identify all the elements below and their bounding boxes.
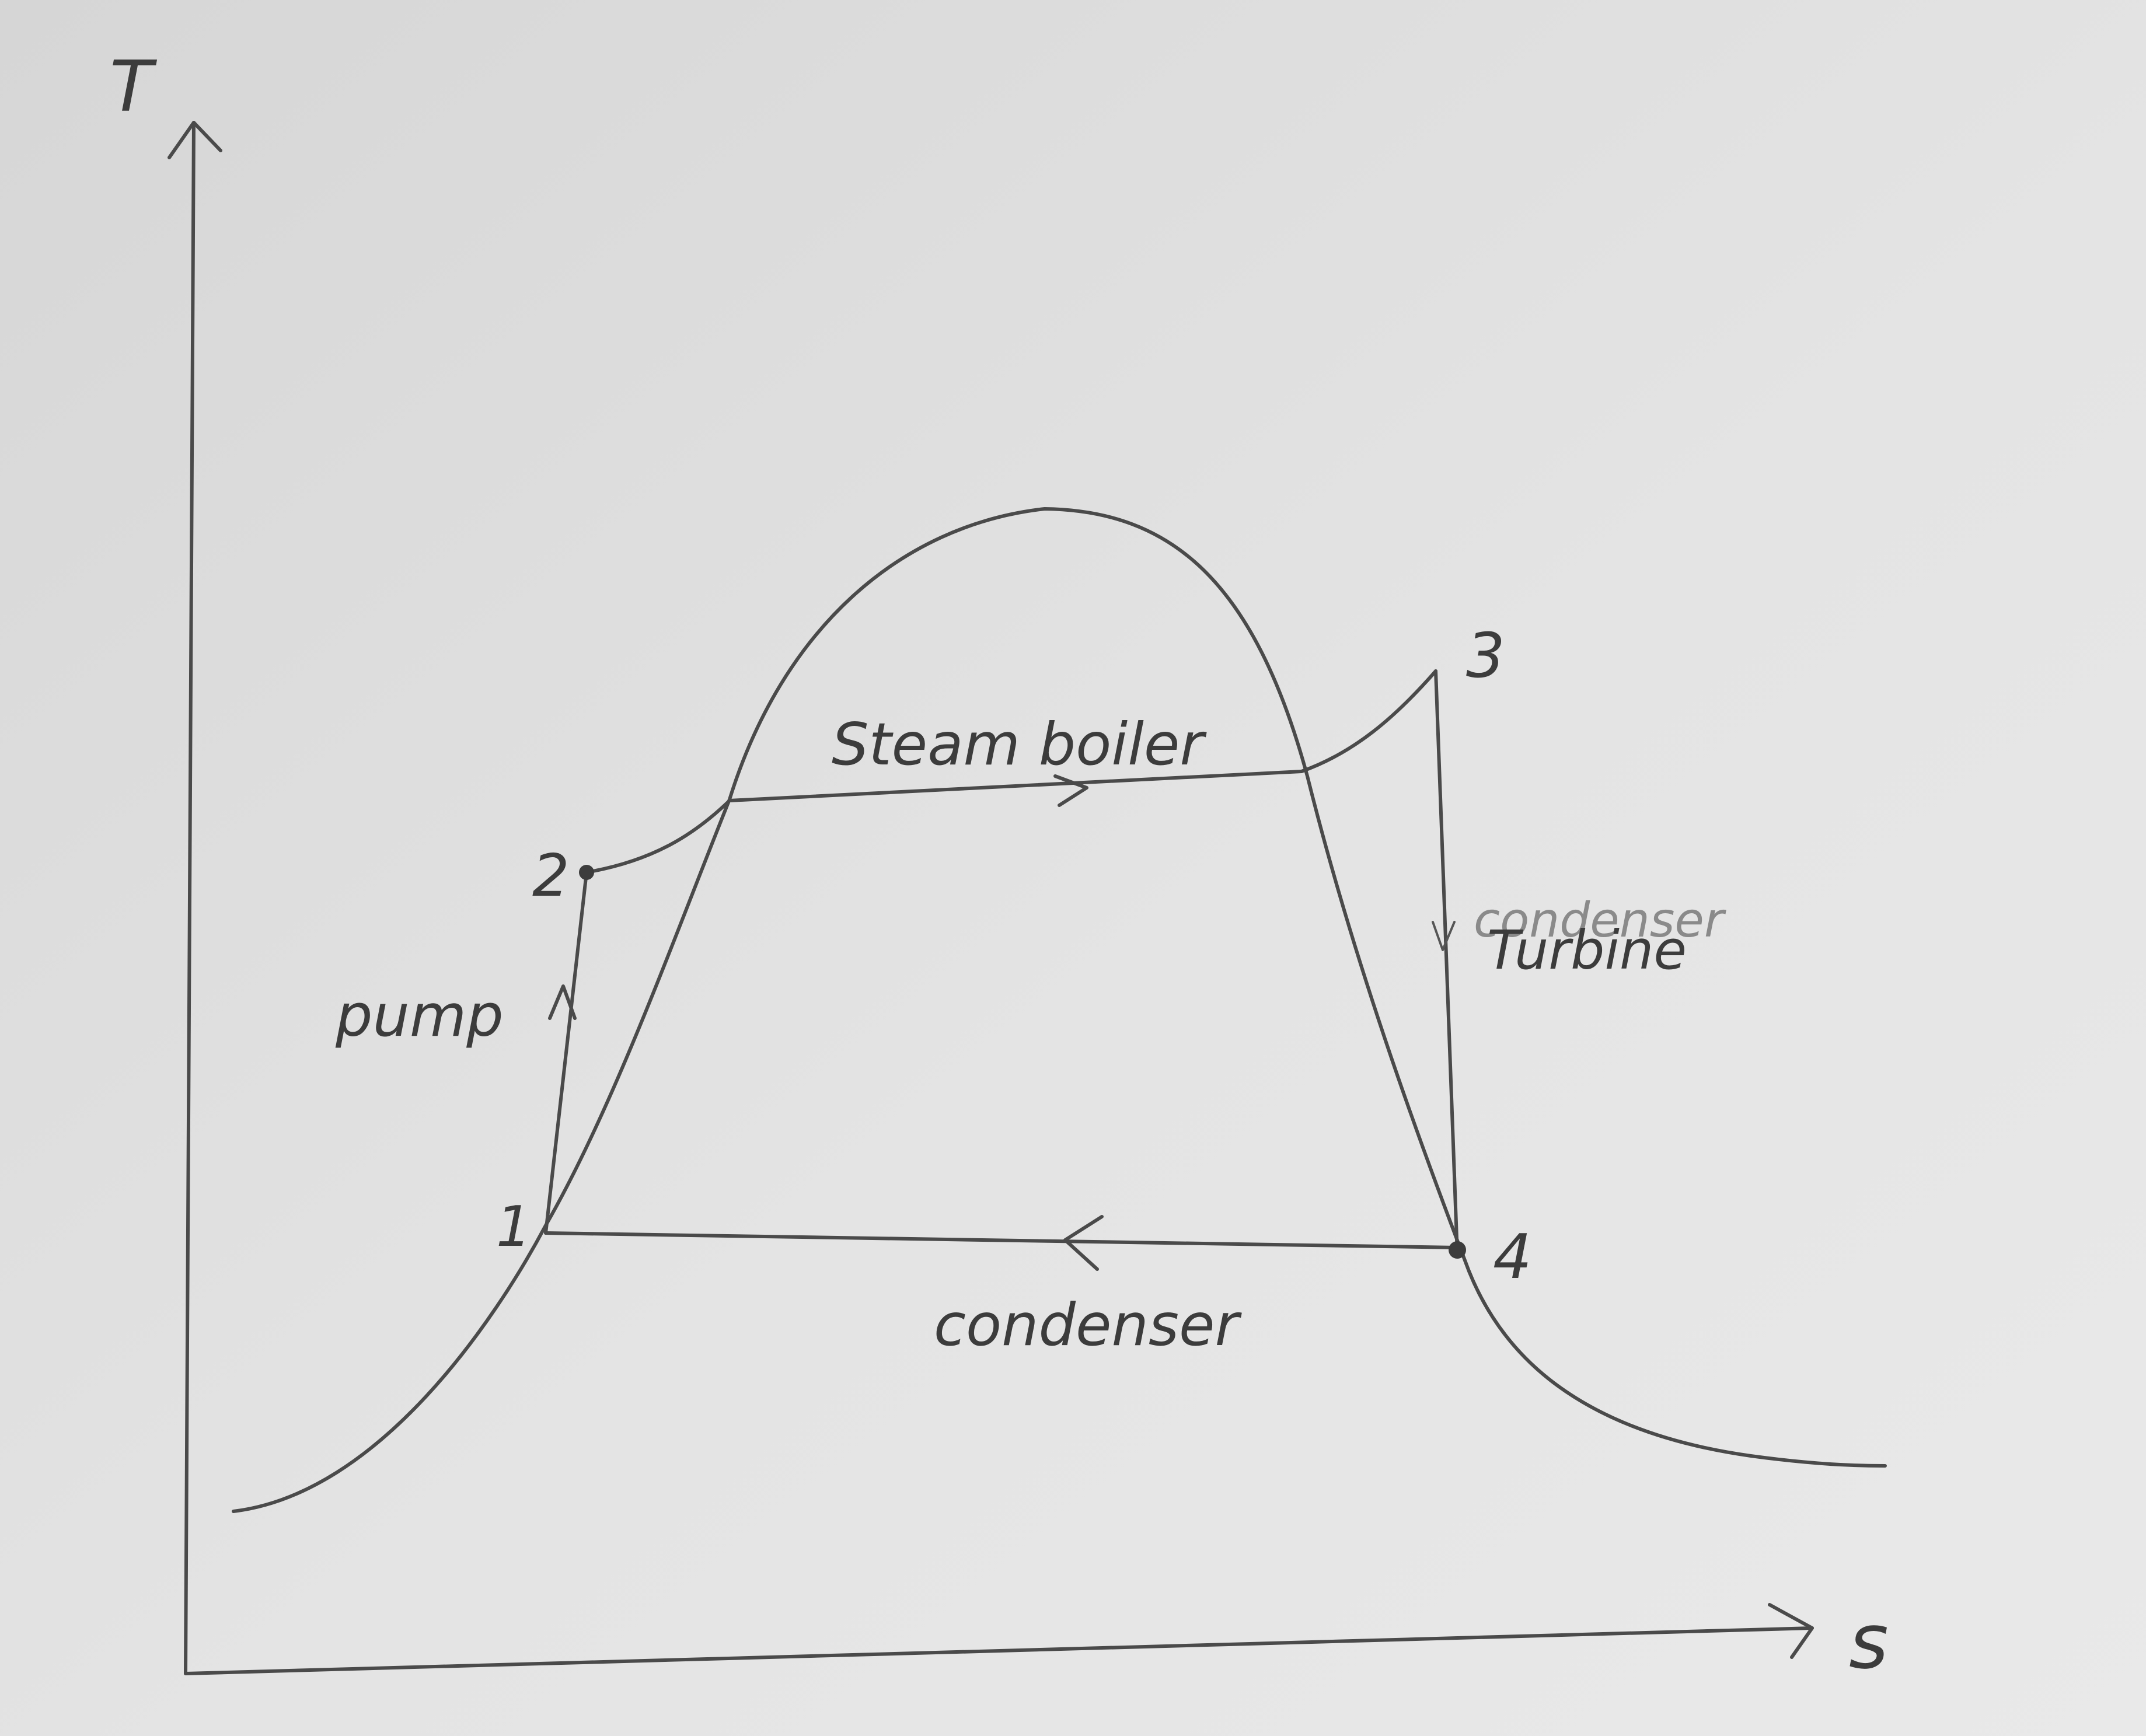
y-axis-label: T bbox=[110, 47, 158, 128]
pump-direction-arrow bbox=[548, 984, 577, 1020]
y-axis-line bbox=[184, 121, 196, 1675]
turbine-expansion-line bbox=[1434, 669, 1459, 1256]
state-label-1: 1 bbox=[496, 1195, 531, 1259]
condenser-label: condenser bbox=[934, 1291, 1243, 1359]
rankine-cycle bbox=[544, 669, 1459, 1271]
state-label-4: 4 bbox=[1493, 1221, 1532, 1293]
condenser-direction-arrow bbox=[1063, 1215, 1104, 1271]
pump-process-line bbox=[544, 871, 588, 1235]
y-axis-arrowhead bbox=[168, 121, 222, 159]
state-points: 1 2 3 4 bbox=[496, 620, 1532, 1293]
turbine-erased-label: condenser bbox=[1474, 893, 1726, 948]
x-axis-label: s bbox=[1849, 1597, 1889, 1686]
process-labels: pump Steam boiler condenser Turbine cond… bbox=[335, 710, 1726, 1359]
x-axis-line bbox=[184, 1626, 1814, 1675]
boiler-label: Steam boiler bbox=[832, 710, 1207, 778]
state-point-4-dot bbox=[1449, 1241, 1466, 1259]
turbine-direction-arrow bbox=[1432, 921, 1456, 951]
boiler-evaporation-line bbox=[728, 770, 1303, 802]
pump-label: pump bbox=[335, 981, 504, 1050]
boiler-superheat-line bbox=[1300, 669, 1437, 773]
saturation-dome-curve bbox=[232, 507, 1887, 1513]
state-label-2: 2 bbox=[532, 841, 570, 910]
boiler-subcooled-heating bbox=[585, 799, 731, 874]
x-axis-arrowhead bbox=[1768, 1603, 1814, 1659]
boiler-direction-arrow bbox=[1053, 774, 1088, 807]
condenser-process-line bbox=[544, 1231, 1459, 1249]
state-point-2-dot bbox=[579, 865, 594, 880]
turbine-label: Turbine bbox=[1487, 919, 1687, 981]
axes: T s bbox=[110, 47, 1889, 1686]
state-label-3: 3 bbox=[1466, 620, 1505, 691]
